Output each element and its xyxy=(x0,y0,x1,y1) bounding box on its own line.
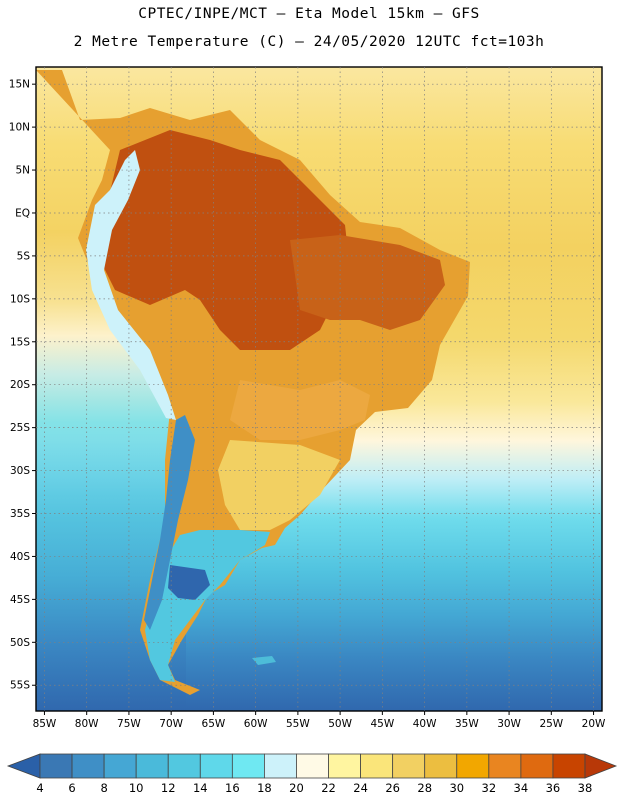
x-tick-label: 45W xyxy=(370,718,394,730)
x-tick-label: 85W xyxy=(33,718,57,730)
colorbar-segment xyxy=(456,753,490,779)
colorbar-segment xyxy=(520,753,554,779)
colorbar-label: 32 xyxy=(482,781,497,795)
colorbar-label: 20 xyxy=(289,781,304,795)
x-tick-label: 80W xyxy=(75,718,99,730)
x-tick-label: 20W xyxy=(582,718,606,730)
colorbar-high-arrow xyxy=(584,753,618,779)
colorbar-label: 16 xyxy=(225,781,240,795)
map-title-line-2: 2 Metre Temperature (C) – 24/05/2020 12U… xyxy=(73,34,545,50)
colorbar-label: 14 xyxy=(193,781,208,795)
colorbar-segment xyxy=(360,753,394,779)
colorbar-segment xyxy=(71,753,105,779)
x-tick-label: 30W xyxy=(497,718,521,730)
colorbar-label: 8 xyxy=(100,781,107,795)
map-title-line-1: CPTEC/INPE/MCT – Eta Model 15km – GFS xyxy=(138,6,480,22)
hot-core-brazil xyxy=(290,235,445,330)
temperature-field xyxy=(36,67,602,711)
y-tick-label: 50S xyxy=(10,637,30,649)
colorbar-segment xyxy=(552,753,586,779)
y-tick-label: 20S xyxy=(10,379,30,391)
x-tick-label: 25W xyxy=(539,718,563,730)
y-tick-label: 55S xyxy=(10,680,30,692)
warm-band xyxy=(230,380,370,440)
hot-core xyxy=(98,130,350,350)
y-tick-label: 5S xyxy=(17,250,31,262)
colorbar-label: 12 xyxy=(161,781,176,795)
x-tick-label: 60W xyxy=(244,718,268,730)
y-tick-label: EQ xyxy=(15,207,30,219)
colorbar-label: 10 xyxy=(129,781,144,795)
y-tick-label: 45S xyxy=(10,594,30,606)
y-tick-label: 10N xyxy=(9,122,30,134)
colorbar-label: 24 xyxy=(353,781,368,795)
colorbar-segment xyxy=(296,753,329,779)
longitude-axis: 85W 80W 75W 70W 65W 60W 55W 50W 45W 40W 35W 30W 25W 2… xyxy=(33,711,606,730)
colorbar-segment xyxy=(167,753,201,779)
colorbar-segment xyxy=(39,753,73,779)
x-tick-label: 65W xyxy=(202,718,226,730)
y-tick-label: 35S xyxy=(10,508,30,520)
colorbar: 4 6 8 10 12 14 16 18 20 22 24 26 28 30 32 34 36 38 xyxy=(6,753,618,795)
y-tick-label: 40S xyxy=(10,551,30,563)
colorbar-segment xyxy=(424,753,458,779)
falklands xyxy=(252,656,276,665)
y-tick-label: 25S xyxy=(10,422,30,434)
colorbar-low-arrow xyxy=(6,753,41,779)
latitude-axis: 15N 10N 5N EQ 5S 10S 15S 20S 25S 30S 35S 40S 45S 50S 5… xyxy=(9,79,36,692)
mild-south xyxy=(218,440,340,530)
y-tick-label: 5N xyxy=(15,165,30,177)
y-tick-label: 10S xyxy=(10,293,30,305)
x-tick-label: 75W xyxy=(117,718,141,730)
lat-lon-grid xyxy=(36,67,602,711)
colorbar-segment xyxy=(392,753,426,779)
colorbar-label: 30 xyxy=(449,781,464,795)
colorbar-label: 26 xyxy=(385,781,400,795)
colorbar-label: 28 xyxy=(417,781,432,795)
colorbar-segment xyxy=(264,753,297,779)
colorbar-label: 22 xyxy=(321,781,336,795)
colorbar-segment xyxy=(135,753,169,779)
y-tick-label: 15N xyxy=(9,79,30,91)
x-tick-label: 70W xyxy=(159,718,183,730)
colorbar-label: 34 xyxy=(514,781,529,795)
andes-north xyxy=(86,150,176,420)
colorbar-segment xyxy=(488,753,522,779)
x-tick-label: 40W xyxy=(413,718,437,730)
patagonia-deep xyxy=(168,565,210,600)
colorbar-segment xyxy=(328,753,361,779)
x-tick-label: 55W xyxy=(286,718,310,730)
y-tick-label: 30S xyxy=(10,465,30,477)
colorbar-label: 4 xyxy=(36,781,43,795)
map-frame xyxy=(35,66,603,712)
x-tick-label: 35W xyxy=(455,718,479,730)
colorbar-label: 6 xyxy=(68,781,75,795)
colorbar-segment xyxy=(231,753,265,779)
x-tick-label: 50W xyxy=(328,718,352,730)
y-tick-label: 15S xyxy=(10,336,30,348)
andes-cold xyxy=(144,415,195,630)
colorbar-label: 36 xyxy=(546,781,561,795)
colorbar-segment xyxy=(103,753,137,779)
colorbar-segment xyxy=(199,753,233,779)
colorbar-label: 38 xyxy=(578,781,593,795)
colorbar-label: 18 xyxy=(257,781,272,795)
